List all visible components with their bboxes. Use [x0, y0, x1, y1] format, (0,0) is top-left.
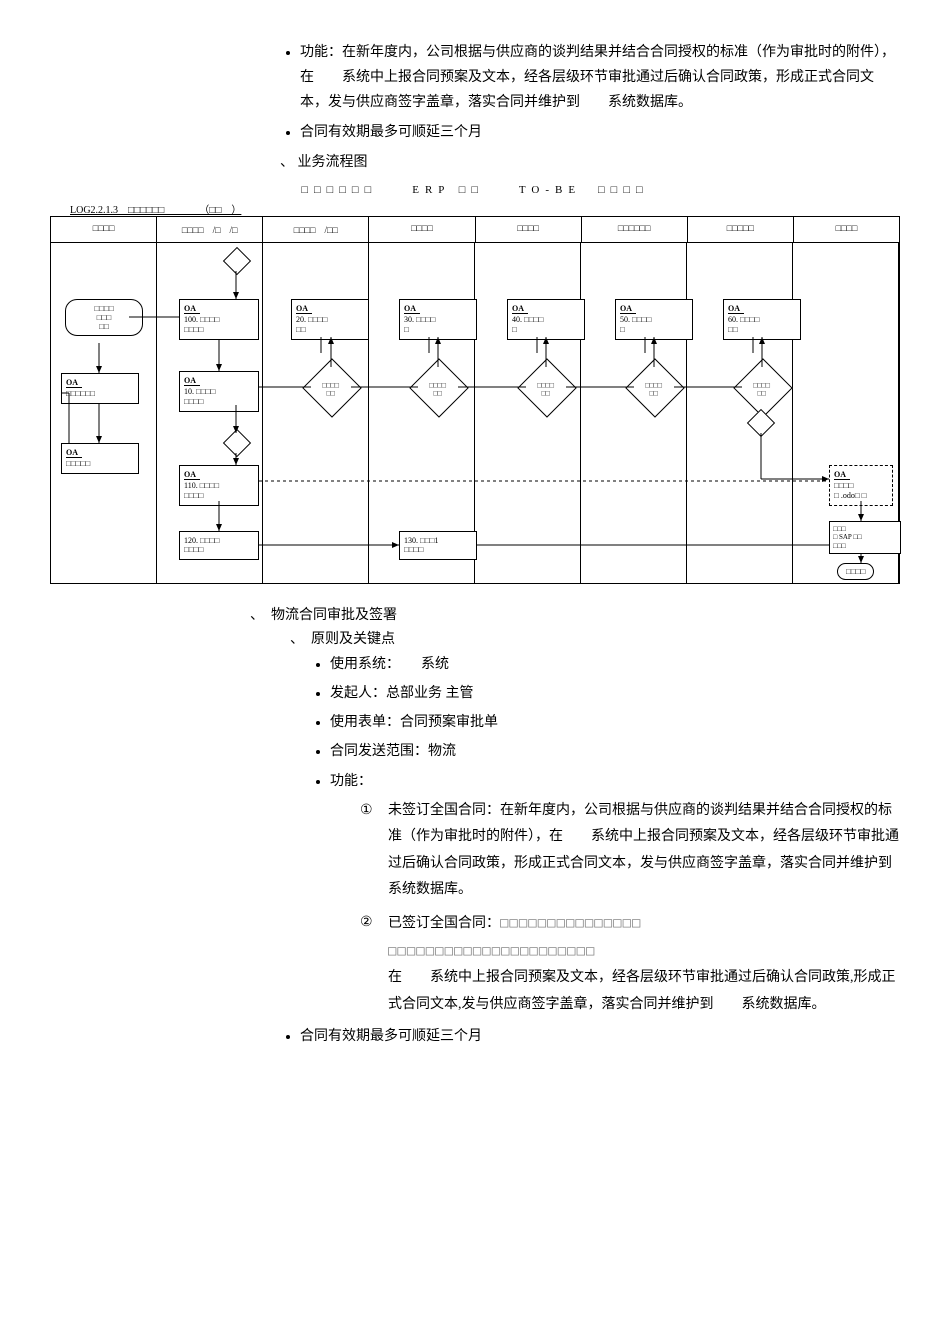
- node-40-text: 40. □□□□ □: [512, 315, 580, 334]
- node-60-tag: OA: [728, 304, 744, 315]
- node-50-tag: OA: [620, 304, 636, 315]
- s2-num-2: ② 已签订全国合同：□□□□□□□□□□□□□□□ □□□□□□□□□□□□□□…: [360, 910, 900, 1018]
- node-oa-left-text: □□□□□□: [66, 389, 134, 399]
- s2-bullet-4: 功能：: [330, 769, 900, 794]
- node-120-text: 120. □□□□ □□□□: [184, 536, 254, 555]
- section2-last-bullet: 合同有效期最多可顺延三个月: [300, 1024, 900, 1049]
- s2-bullet-1: 发起人：总部业务 主管: [330, 681, 900, 706]
- node-10: OA 10. □□□□ □□□□: [179, 371, 259, 412]
- node-l8-note-text: □□□ □ SAP □□ □□□: [833, 525, 862, 550]
- top-bullet-2: 合同有效期最多可顺延三个月: [300, 120, 900, 145]
- lane-2: [263, 243, 369, 583]
- node-l8-note: □□□ □ SAP □□ □□□: [829, 521, 901, 554]
- flow-title-prefix: □□□□□□: [301, 184, 377, 196]
- flow-code: LOG2.2.1.3 □□□□□□ （□□ ）: [70, 201, 900, 216]
- lane-header-2: □□□□ /□□: [263, 217, 369, 242]
- node-60: OA 60. □□□□ □□: [723, 299, 801, 340]
- s2-bullet-3: 合同发送范围：物流: [330, 739, 900, 764]
- node-20-text: 20. □□□□ □□: [296, 315, 364, 334]
- s2-num-2-marker: ②: [360, 910, 373, 937]
- lane-0: [51, 243, 157, 583]
- lane-5: [581, 243, 687, 583]
- s2-num-1: ① 未签订全国合同：在新年度内，公司根据与供应商的谈判结果并结合合同授权的标准（…: [360, 798, 900, 904]
- s2-bullet-0: 使用系统： 系统: [330, 652, 900, 677]
- end-label: □□□□: [846, 567, 865, 576]
- node-130-text: 130. □□□1 □□□□: [404, 536, 472, 555]
- node-30-tag: OA: [404, 304, 420, 315]
- diamond-5-label: □□□□ □□: [626, 381, 682, 397]
- section2-title: 、 物流合同审批及签署: [250, 604, 900, 624]
- section2-subtitle: 、 原则及关键点: [290, 628, 900, 648]
- lanes-body: □□□□ □□□ □□ OA □□□□□□ OA □□□□□ OA 100. □…: [51, 243, 899, 583]
- lane-header-6: □□□□□: [688, 217, 794, 242]
- node-130: 130. □□□1 □□□□: [399, 531, 477, 560]
- lanes-header: □□□□ □□□□ /□ /□ □□□□ /□□ □□□□ □□□□ □□□□□…: [51, 217, 899, 243]
- s2-num-2-boxes-b: □□□□□□□□□□□□□□□□□□□□□□: [388, 938, 595, 965]
- node-100: OA 100. □□□□ □□□□: [179, 299, 259, 340]
- node-120: 120. □□□□ □□□□: [179, 531, 259, 560]
- s2-num-1-marker: ①: [360, 798, 373, 825]
- diamond-4-label: □□□□ □□: [518, 381, 574, 397]
- section2-numbered: ① 未签订全国合同：在新年度内，公司根据与供应商的谈判结果并结合合同授权的标准（…: [360, 798, 900, 1019]
- lane-header-0: □□□□: [51, 217, 157, 242]
- lane-header-3: □□□□: [369, 217, 475, 242]
- node-100-tag: OA: [184, 304, 200, 315]
- diamond-6-label: □□□□ □□: [734, 381, 790, 397]
- s2-num-2-text-a: 已签订全国合同：: [388, 916, 500, 931]
- node-oa-bottom-text: □□□□□: [66, 459, 134, 469]
- section2-bullets: 使用系统： 系统 发起人：总部业务 主管 使用表单：合同预案审批单 合同发送范围…: [330, 652, 900, 794]
- s2-last: 合同有效期最多可顺延三个月: [300, 1024, 900, 1049]
- flow-section-label: 、 业务流程图: [280, 151, 900, 171]
- node-oa-left: OA □□□□□□: [61, 373, 139, 404]
- s2-bullet-2: 使用表单：合同预案审批单: [330, 710, 900, 735]
- top-bullet-list: 功能：在新年度内，公司根据与供应商的谈判结果并结合合同授权的标准（作为审批时的附…: [300, 40, 900, 145]
- node-10-text: 10. □□□□ □□□□: [184, 387, 254, 406]
- node-110-tag: OA: [184, 470, 200, 481]
- node-l8-oa-text: □□□□ □ .odo□ □: [834, 481, 888, 500]
- lane-header-4: □□□□: [476, 217, 582, 242]
- node-30: OA 30. □□□□ □: [399, 299, 477, 340]
- node-40: OA 40. □□□□ □: [507, 299, 585, 340]
- flow-title-suffix: TO-BE □□□□: [519, 184, 649, 196]
- node-110-text: 110. □□□□ □□□□: [184, 481, 254, 500]
- node-50-text: 50. □□□□ □: [620, 315, 688, 334]
- flow-title-mid: ERP □□: [412, 184, 484, 196]
- lane-4: [475, 243, 581, 583]
- node-oa-bottom-tag: OA: [66, 448, 82, 459]
- node-30-text: 30. □□□□ □: [404, 315, 472, 334]
- node-l8-oa-tag: OA: [834, 470, 850, 481]
- node-l8-oa: OA □□□□ □ .odo□ □: [829, 465, 893, 506]
- node-60-text: 60. □□□□ □□: [728, 315, 796, 334]
- diamond-3-label: □□□□ □□: [410, 381, 466, 397]
- flowchart: □□□□□□ ERP □□ TO-BE □□□□ LOG2.2.1.3 □□□□…: [50, 181, 900, 584]
- end-node: □□□□: [837, 563, 874, 580]
- lane-header-1: □□□□ /□ /□: [157, 217, 263, 242]
- node-10-tag: OA: [184, 376, 200, 387]
- node-20-tag: OA: [296, 304, 312, 315]
- node-100-text: 100. □□□□ □□□□: [184, 315, 254, 334]
- node-40-tag: OA: [512, 304, 528, 315]
- lane-header-7: □□□□: [794, 217, 899, 242]
- node-oa-left-tag: OA: [66, 378, 82, 389]
- start-label: □□□□ □□□ □□: [94, 304, 113, 331]
- flow-title: □□□□□□ ERP □□ TO-BE □□□□: [50, 181, 900, 197]
- section2: 、 物流合同审批及签署 、 原则及关键点 使用系统： 系统 发起人：总部业务 主…: [50, 604, 900, 1050]
- s2-num-2-text-b: 在 系统中上报合同预案及文本，经各层级环节审批通过后确认合同政策,形成正式合同文…: [388, 970, 896, 1012]
- node-110: OA 110. □□□□ □□□□: [179, 465, 259, 506]
- node-20: OA 20. □□□□ □□: [291, 299, 369, 340]
- node-50: OA 50. □□□□ □: [615, 299, 693, 340]
- s2-num-2-boxes-a: □□□□□□□□□□□□□□□: [500, 910, 641, 937]
- flow-container: □□□□ □□□□ /□ /□ □□□□ /□□ □□□□ □□□□ □□□□□…: [50, 216, 900, 584]
- diamond-2-label: □□□□ □□: [303, 381, 359, 397]
- s2-num-1-text: 未签订全国合同：在新年度内，公司根据与供应商的谈判结果并结合合同授权的标准（作为…: [388, 803, 920, 898]
- lane-header-5: □□□□□□: [582, 217, 688, 242]
- node-oa-bottom: OA □□□□□: [61, 443, 139, 474]
- start-node: □□□□ □□□ □□: [65, 299, 143, 336]
- top-bullet-1: 功能：在新年度内，公司根据与供应商的谈判结果并结合合同授权的标准（作为审批时的附…: [300, 40, 900, 116]
- lane-6: [687, 243, 793, 583]
